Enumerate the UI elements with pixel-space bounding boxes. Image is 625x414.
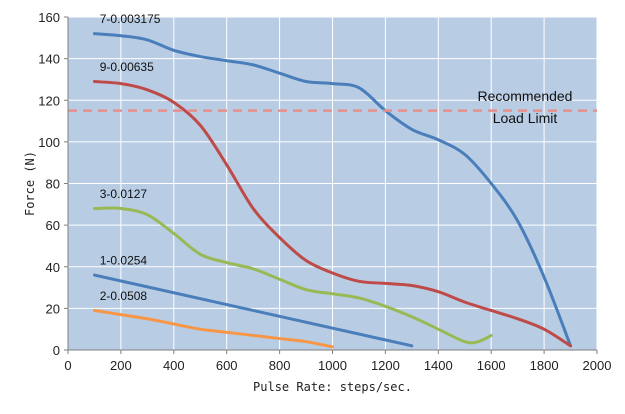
- y-axis-title: Force (N): [23, 151, 37, 216]
- y-tick-label: 160: [38, 10, 60, 25]
- series-labels: 7-0.003175 9-0.00635 3-0.0127 1-0.0254 2-0.0…: [100, 12, 161, 303]
- x-tick-label: 1200: [371, 358, 400, 373]
- y-tick-label: 60: [46, 218, 60, 233]
- series-label: 9-0.00635: [100, 60, 154, 74]
- series-line-3-0.0127: [92, 206, 493, 345]
- x-tick-label: 1000: [318, 358, 347, 373]
- series-line-2-0.0508: [92, 308, 334, 349]
- y-tick-label: 0: [53, 343, 60, 358]
- y-axis-ticks: 0 20 40 60 80 100 120 140 160: [38, 10, 68, 358]
- series-label: 7-0.003175: [100, 12, 161, 26]
- series-line-7-0.003175: [92, 32, 573, 348]
- series-label: 3-0.0127: [100, 187, 148, 201]
- series-line-9-0.00635: [92, 80, 573, 348]
- x-tick-label: 1400: [424, 358, 453, 373]
- y-tick-label: 140: [38, 52, 60, 67]
- x-tick-label: 2000: [583, 358, 612, 373]
- series-label: 1-0.0254: [100, 254, 148, 268]
- x-axis-ticks: 0 200 400 600 800 1000 1200 1400 1600 1800 2000: [64, 350, 611, 373]
- series-line-1-0.0254: [92, 273, 414, 348]
- x-tick-label: 600: [216, 358, 238, 373]
- load-limit-label: Load Limit: [493, 110, 558, 126]
- series-lines: [92, 32, 573, 349]
- series-label: 2-0.0508: [100, 289, 148, 303]
- x-axis-title: Pulse Rate: steps/sec.: [253, 380, 412, 394]
- y-tick-label: 120: [38, 93, 60, 108]
- x-tick-label: 0: [64, 358, 71, 373]
- grid-lines: [67, 16, 598, 351]
- x-tick-label: 1600: [477, 358, 506, 373]
- x-tick-label: 800: [269, 358, 291, 373]
- y-tick-label: 20: [46, 301, 60, 316]
- y-tick-label: 100: [38, 135, 60, 150]
- y-tick-label: 80: [46, 177, 60, 192]
- y-tick-label: 40: [46, 260, 60, 275]
- x-tick-label: 200: [110, 358, 132, 373]
- recommended-label: Recommended: [478, 88, 573, 104]
- reference-line-group: Recommended Load Limit: [68, 88, 597, 126]
- x-tick-label: 1800: [530, 358, 559, 373]
- x-tick-label: 400: [163, 358, 185, 373]
